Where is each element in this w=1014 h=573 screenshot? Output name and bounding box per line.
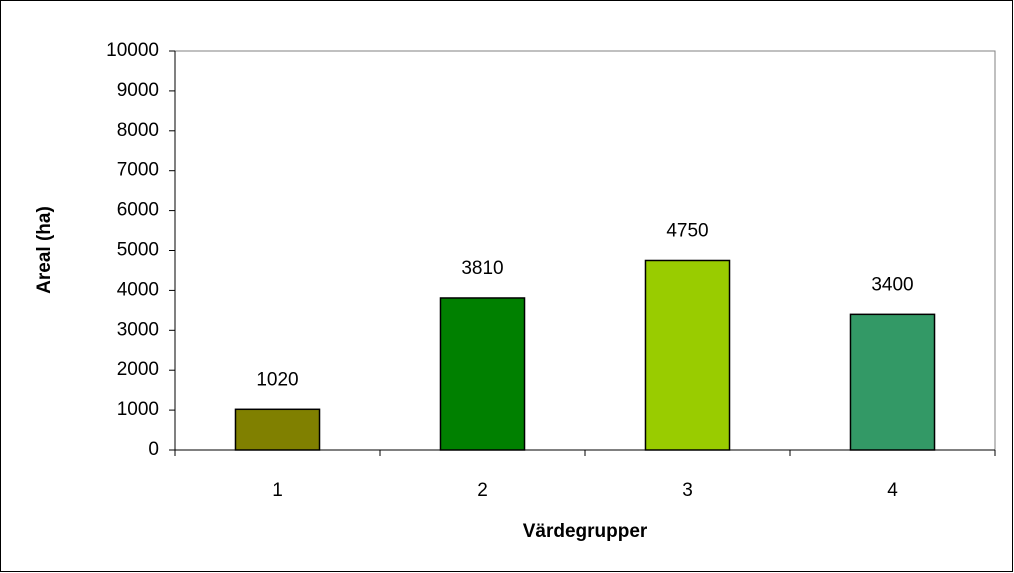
bar bbox=[644, 259, 731, 451]
data-label: 3810 bbox=[461, 258, 503, 279]
bar bbox=[439, 297, 526, 451]
y-tick-label: 2000 bbox=[117, 359, 159, 380]
y-tick-label: 5000 bbox=[117, 240, 159, 261]
x-axis-title: Värdegrupper bbox=[523, 521, 648, 542]
bar bbox=[234, 408, 321, 451]
x-tick-label: 2 bbox=[477, 480, 488, 501]
y-tick-label: 1000 bbox=[117, 399, 159, 420]
x-tick-label: 3 bbox=[682, 480, 693, 501]
x-tick-label: 4 bbox=[887, 480, 898, 501]
y-tick-label: 4000 bbox=[117, 279, 159, 300]
x-tick-label: 1 bbox=[272, 480, 283, 501]
data-label: 4750 bbox=[666, 220, 708, 241]
y-tick-label: 9000 bbox=[117, 80, 159, 101]
y-tick-label: 6000 bbox=[117, 200, 159, 221]
y-tick-label: 0 bbox=[148, 439, 159, 460]
y-tick-label: 7000 bbox=[117, 160, 159, 181]
y-tick-label: 3000 bbox=[117, 319, 159, 340]
data-label: 3400 bbox=[871, 274, 913, 295]
y-tick-label: 10000 bbox=[106, 40, 159, 61]
bar bbox=[849, 313, 936, 451]
y-axis-title: Areal (ha) bbox=[34, 206, 55, 294]
data-label: 1020 bbox=[256, 369, 298, 390]
y-tick-label: 8000 bbox=[117, 120, 159, 141]
